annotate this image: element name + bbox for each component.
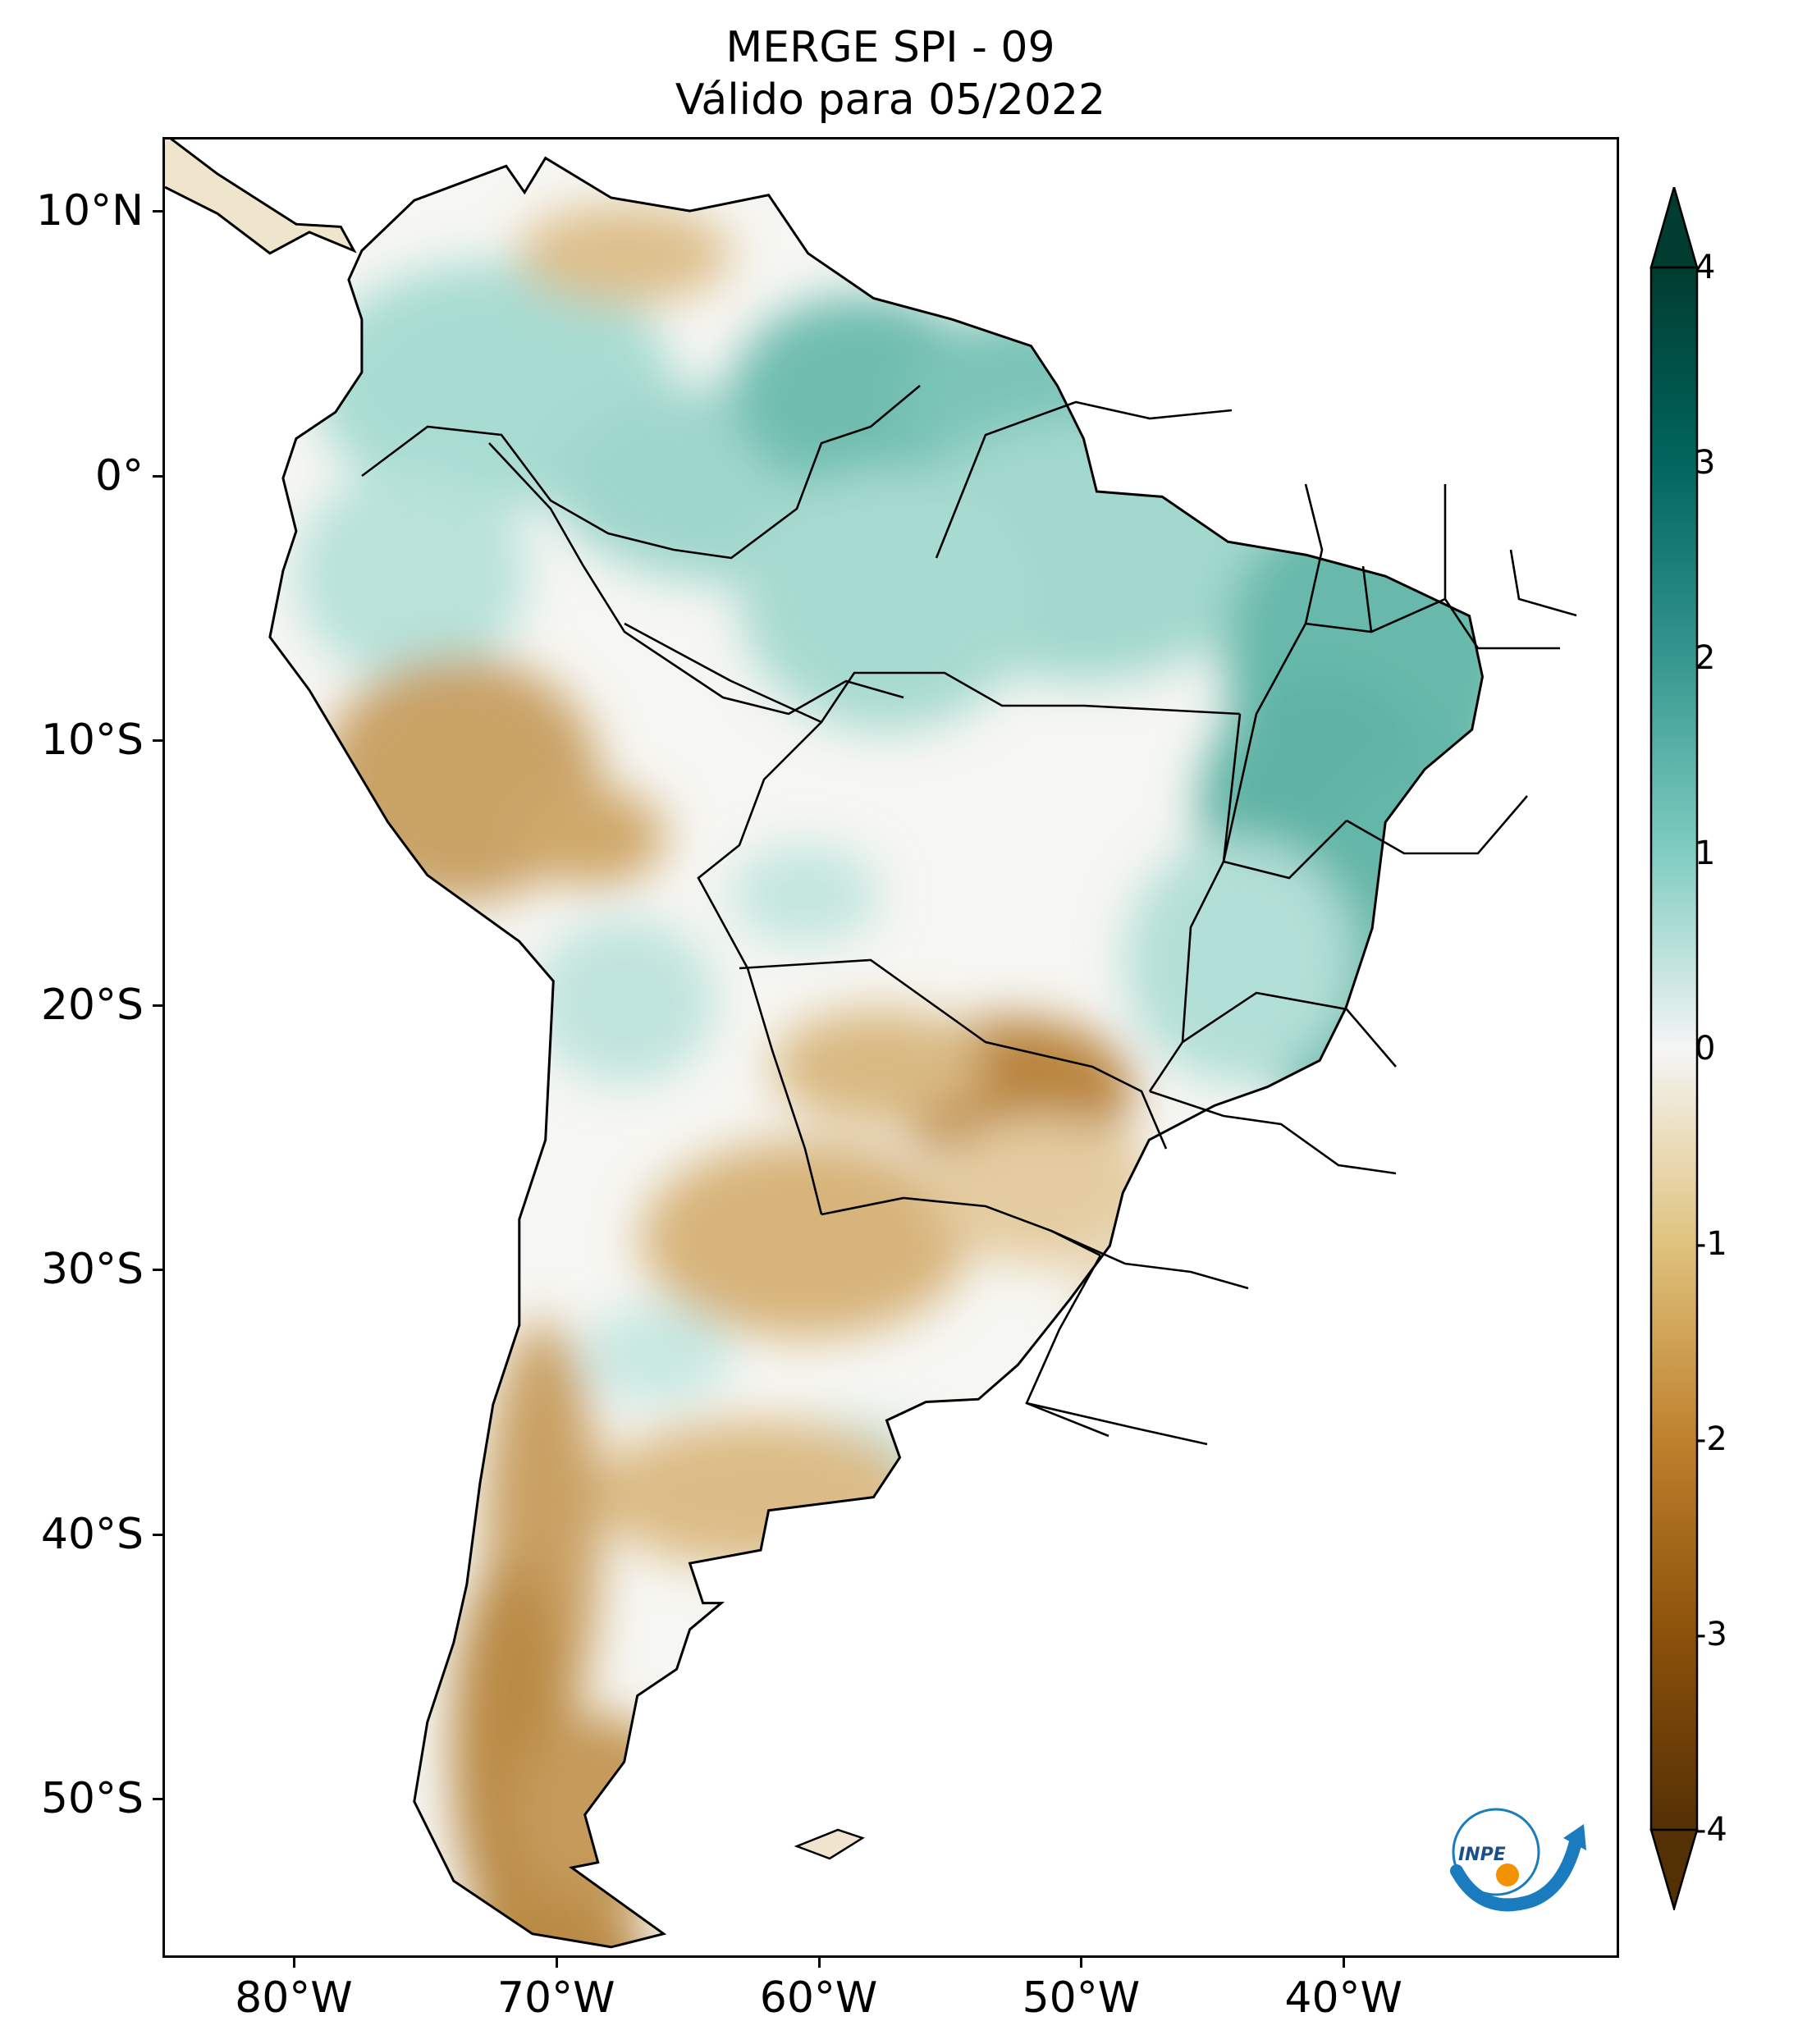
latitude-tick	[153, 1798, 162, 1801]
map-title: MERGE SPI - 09	[725, 23, 1055, 72]
longitude-tick	[1080, 1958, 1083, 1968]
colorbar-tick-label: -3	[1695, 1616, 1727, 1653]
longitude-label: 40°W	[1284, 1973, 1402, 2023]
colorbar-tick-label: 1	[1695, 835, 1716, 872]
latitude-tick	[153, 1269, 162, 1272]
central-america-coast	[165, 139, 357, 255]
map-frame	[162, 137, 1619, 1958]
longitude-tick	[817, 1958, 821, 1968]
latitude-label: 40°S	[40, 1509, 144, 1559]
latitude-label: 30°S	[40, 1245, 144, 1295]
colorbar-tick-label: 0	[1695, 1030, 1716, 1068]
longitude-label: 50°W	[1022, 1973, 1141, 2023]
colorbar-tick-label: 3	[1695, 444, 1716, 482]
spi-map	[165, 139, 1577, 1949]
colorbar-extend-max	[1649, 187, 1699, 269]
latitude-label: 10°N	[35, 186, 144, 236]
latitude-label: 10°S	[40, 716, 144, 766]
longitude-label: 80°W	[235, 1973, 353, 2023]
latitude-tick	[153, 474, 162, 478]
colorbar-tick-label: -2	[1695, 1420, 1727, 1458]
latitude-label: 20°S	[40, 980, 144, 1030]
inpe-logo: INPE	[1450, 1808, 1586, 1912]
colorbar-tick-label: 4	[1695, 249, 1716, 286]
latitude-tick	[153, 1533, 162, 1536]
spi-field	[296, 205, 1483, 1947]
colorbar-extend-min	[1649, 1828, 1699, 1910]
longitude-label: 70°W	[496, 1973, 615, 2023]
colorbar-tick-label: -1	[1695, 1225, 1727, 1263]
longitude-tick	[555, 1958, 558, 1968]
colorbar-gradient	[1649, 266, 1699, 1831]
colorbar-tick-label: -4	[1695, 1811, 1727, 1849]
colorbar	[1649, 187, 1699, 1910]
latitude-label: 50°S	[40, 1774, 144, 1824]
longitude-tick	[292, 1958, 295, 1968]
latitude-tick	[153, 210, 162, 213]
latitude-label: 0°	[94, 450, 144, 501]
latitude-tick	[153, 739, 162, 743]
latitude-tick	[153, 1004, 162, 1007]
inpe-logo-text: INPE	[1458, 1845, 1506, 1865]
longitude-label: 60°W	[759, 1973, 878, 2023]
map-subtitle: Válido para 05/2022	[675, 75, 1106, 125]
political-borders	[361, 385, 1577, 1446]
colorbar-tick-label: 2	[1695, 639, 1716, 677]
longitude-tick	[1343, 1958, 1346, 1968]
